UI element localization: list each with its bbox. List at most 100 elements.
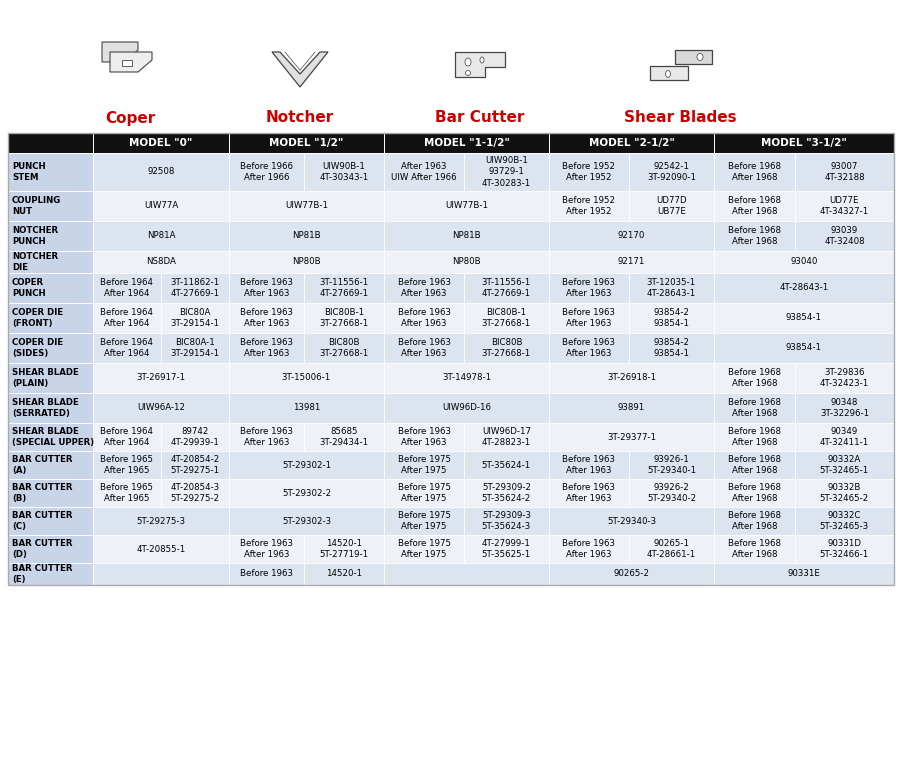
- Bar: [714, 423, 795, 451]
- Text: 3T-11556-1
4T-27669-1: 3T-11556-1 4T-27669-1: [319, 278, 369, 298]
- Text: UD77D
UB77E: UD77D UB77E: [656, 196, 686, 216]
- Bar: [714, 507, 795, 535]
- Text: 5T-29309-3
5T-35624-3: 5T-29309-3 5T-35624-3: [482, 511, 531, 531]
- Text: UIW77A: UIW77A: [144, 202, 178, 211]
- Text: 90331E: 90331E: [787, 569, 821, 578]
- Bar: [795, 479, 894, 507]
- Text: Before 1963
After 1963: Before 1963 After 1963: [240, 427, 293, 447]
- Bar: [8, 393, 93, 423]
- Bar: [549, 479, 629, 507]
- Text: MODEL "2-1/2": MODEL "2-1/2": [589, 138, 675, 148]
- Bar: [714, 153, 795, 191]
- Text: 4T-28643-1: 4T-28643-1: [779, 283, 829, 293]
- Polygon shape: [102, 42, 138, 62]
- Bar: [93, 363, 894, 393]
- Bar: [714, 451, 795, 479]
- Bar: [549, 251, 714, 273]
- Text: 92542-1
3T-92090-1: 92542-1 3T-92090-1: [647, 162, 696, 182]
- Text: 3T-29377-1: 3T-29377-1: [607, 432, 656, 442]
- Bar: [549, 303, 629, 333]
- Bar: [304, 535, 384, 563]
- Text: NP80B: NP80B: [452, 257, 481, 267]
- Text: 3T-29836
4T-32423-1: 3T-29836 4T-32423-1: [820, 368, 870, 388]
- Bar: [629, 333, 714, 363]
- Text: 14520-1: 14520-1: [326, 569, 362, 578]
- Text: Before 1968
After 1968: Before 1968 After 1968: [728, 162, 781, 182]
- Bar: [384, 303, 464, 333]
- Text: Before 1968
After 1968: Before 1968 After 1968: [728, 455, 781, 475]
- Bar: [93, 423, 161, 451]
- Bar: [93, 191, 229, 221]
- Text: Before 1963
After 1963: Before 1963 After 1963: [240, 308, 293, 328]
- Bar: [93, 423, 894, 451]
- Bar: [93, 393, 894, 423]
- Bar: [93, 221, 894, 251]
- Text: Before 1963
After 1963: Before 1963 After 1963: [563, 308, 615, 328]
- Bar: [384, 191, 549, 221]
- Bar: [384, 251, 549, 273]
- Bar: [384, 479, 464, 507]
- Text: 93926-2
5T-29340-2: 93926-2 5T-29340-2: [647, 483, 696, 503]
- Text: Coper: Coper: [105, 111, 155, 125]
- Bar: [93, 563, 229, 585]
- Text: COPER
PUNCH: COPER PUNCH: [12, 278, 46, 298]
- Bar: [464, 479, 549, 507]
- Text: After 1963
UIW After 1966: After 1963 UIW After 1966: [391, 162, 456, 182]
- Text: Before 1963
After 1963: Before 1963 After 1963: [563, 278, 615, 298]
- Bar: [714, 333, 894, 363]
- Text: NP81A: NP81A: [147, 231, 175, 241]
- Bar: [304, 153, 384, 191]
- Bar: [93, 563, 894, 585]
- Bar: [161, 423, 229, 451]
- Text: Before 1964
After 1964: Before 1964 After 1964: [100, 338, 153, 358]
- Bar: [93, 153, 894, 191]
- Text: 93891: 93891: [618, 403, 645, 413]
- Text: 90348
3T-32296-1: 90348 3T-32296-1: [820, 398, 869, 418]
- Bar: [8, 133, 93, 153]
- Bar: [93, 535, 229, 563]
- Text: 93854-2
93854-1: 93854-2 93854-1: [654, 308, 689, 328]
- Bar: [549, 191, 629, 221]
- Text: Before 1963
After 1963: Before 1963 After 1963: [563, 539, 615, 559]
- Text: Before 1975
After 1975: Before 1975 After 1975: [398, 539, 450, 559]
- Bar: [8, 251, 93, 273]
- Text: SHEAR BLADE
(SPECIAL UPPER): SHEAR BLADE (SPECIAL UPPER): [12, 427, 94, 447]
- Text: 3T-26917-1: 3T-26917-1: [136, 374, 186, 383]
- Bar: [795, 393, 894, 423]
- Bar: [8, 507, 93, 535]
- Text: PUNCH
STEM: PUNCH STEM: [12, 162, 46, 182]
- Bar: [93, 535, 894, 563]
- Text: COPER DIE
(SIDES): COPER DIE (SIDES): [12, 338, 63, 358]
- Text: 89742
4T-29939-1: 89742 4T-29939-1: [170, 427, 219, 447]
- Polygon shape: [455, 52, 505, 77]
- Text: 14520-1
5T-27719-1: 14520-1 5T-27719-1: [319, 539, 369, 559]
- Bar: [161, 451, 229, 479]
- Bar: [714, 273, 894, 303]
- Bar: [384, 507, 464, 535]
- Bar: [8, 221, 93, 251]
- Text: NOTCHER
DIE: NOTCHER DIE: [12, 252, 58, 272]
- Bar: [714, 251, 894, 273]
- Bar: [629, 451, 714, 479]
- Text: 93039
4T-32408: 93039 4T-32408: [824, 226, 865, 246]
- Bar: [93, 333, 161, 363]
- Text: 85685
3T-29434-1: 85685 3T-29434-1: [319, 427, 369, 447]
- Bar: [229, 423, 304, 451]
- Bar: [549, 333, 629, 363]
- Bar: [549, 363, 714, 393]
- Text: BAR CUTTER
(C): BAR CUTTER (C): [12, 511, 72, 531]
- Polygon shape: [675, 50, 712, 64]
- Text: UIW90B-1
93729-1
4T-30283-1: UIW90B-1 93729-1 4T-30283-1: [482, 157, 531, 188]
- Bar: [795, 451, 894, 479]
- Text: SHEAR BLADE
(SERRATED): SHEAR BLADE (SERRATED): [12, 398, 78, 418]
- Text: 5T-29302-3: 5T-29302-3: [282, 516, 331, 526]
- Bar: [93, 133, 229, 153]
- Bar: [629, 273, 714, 303]
- Bar: [629, 303, 714, 333]
- Bar: [714, 535, 795, 563]
- Bar: [714, 563, 894, 585]
- Text: 92508: 92508: [147, 167, 175, 176]
- Text: UIW96D-17
4T-28823-1: UIW96D-17 4T-28823-1: [482, 427, 531, 447]
- Bar: [464, 303, 549, 333]
- Text: UIW96A-12: UIW96A-12: [137, 403, 185, 413]
